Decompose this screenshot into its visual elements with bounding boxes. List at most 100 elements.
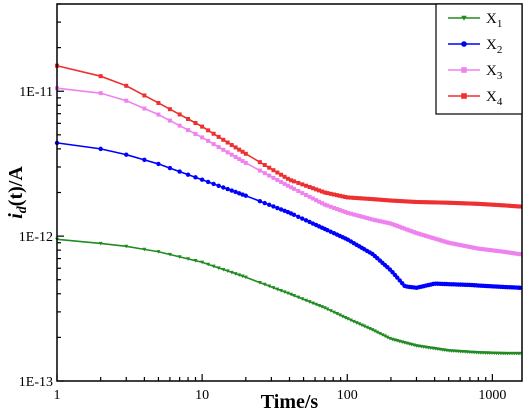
data-point [375,197,380,202]
data-point [503,249,508,254]
data-point [456,242,461,247]
data-point [142,93,147,98]
series-line [56,142,521,289]
legend-label-sub: 3 [497,70,503,82]
data-point [351,319,356,324]
data-point [142,157,147,163]
data-point [467,201,472,206]
data-point [237,147,242,152]
y-tick-label: 1E-13 [19,375,53,390]
data-point [392,223,397,228]
data-point [279,288,284,293]
series-x1 [55,237,522,356]
data-point [348,211,353,216]
data-point [498,249,503,254]
data-point [489,248,494,253]
data-point [483,202,488,207]
data-point [177,123,182,128]
data-point [397,199,402,204]
data-point [507,203,512,208]
data-point [483,247,488,252]
data-point [345,195,350,200]
data-point [322,202,327,207]
data-point [354,213,359,218]
data-point [205,179,211,185]
data-point [476,246,481,251]
data-point [317,199,322,204]
data-point [382,334,387,339]
data-point [414,199,419,204]
data-point [243,160,248,165]
data-point [476,201,481,206]
data-point [362,196,367,201]
data-point [296,180,301,185]
data-point [409,199,414,204]
legend-label-sub: 1 [497,18,503,30]
data-point [428,200,433,205]
legend-label-main: X [486,89,497,105]
data-point [243,151,248,156]
legend-label: X2 [486,37,502,56]
data-point [510,250,515,255]
data-point [505,250,510,255]
data-point [237,157,242,162]
data-point [343,210,348,215]
data-point [412,199,417,204]
data-point [343,315,348,320]
data-point [517,351,522,356]
data-point [186,128,191,133]
data-point [409,229,414,234]
data-point [320,305,325,309]
data-point [240,159,245,164]
data-point [456,201,461,206]
data-point [124,244,129,249]
data-point [233,145,238,150]
data-point [267,202,272,208]
data-point [262,163,267,168]
data-point [440,200,445,205]
data-point [351,212,356,217]
data-point [440,238,445,243]
data-point [492,202,497,207]
data-point [419,232,424,237]
data-point [402,226,407,231]
data-point [314,302,319,307]
data-point [517,285,523,290]
data-point [461,67,467,73]
data-point [454,201,459,206]
data-point [512,204,517,209]
data-point [275,177,280,182]
data-point [472,245,477,250]
data-point [357,213,362,218]
data-point [487,248,492,253]
data-point [426,234,431,239]
data-point [328,191,333,196]
data-point [225,140,230,145]
data-point [395,275,400,280]
data-point [292,186,297,191]
data-point [275,170,280,175]
data-point [233,154,238,159]
data-point [489,202,494,207]
data-point [404,199,409,204]
data-point [467,244,472,249]
x-axis-title: Time/s [261,391,319,413]
data-point [492,248,497,253]
data-point [229,188,234,193]
data-point [186,257,191,261]
data-point [367,216,372,221]
data-point [285,183,290,188]
data-point [402,199,407,204]
data-point [211,264,216,269]
data-point [211,131,216,136]
data-point [307,300,312,304]
data-point [200,124,205,129]
data-point [267,173,272,178]
data-point [351,195,356,200]
data-point [262,171,267,176]
data-point [407,199,412,204]
y-axis-title: id(t)/A [5,166,30,219]
data-point [307,219,312,225]
data-point [370,217,375,222]
